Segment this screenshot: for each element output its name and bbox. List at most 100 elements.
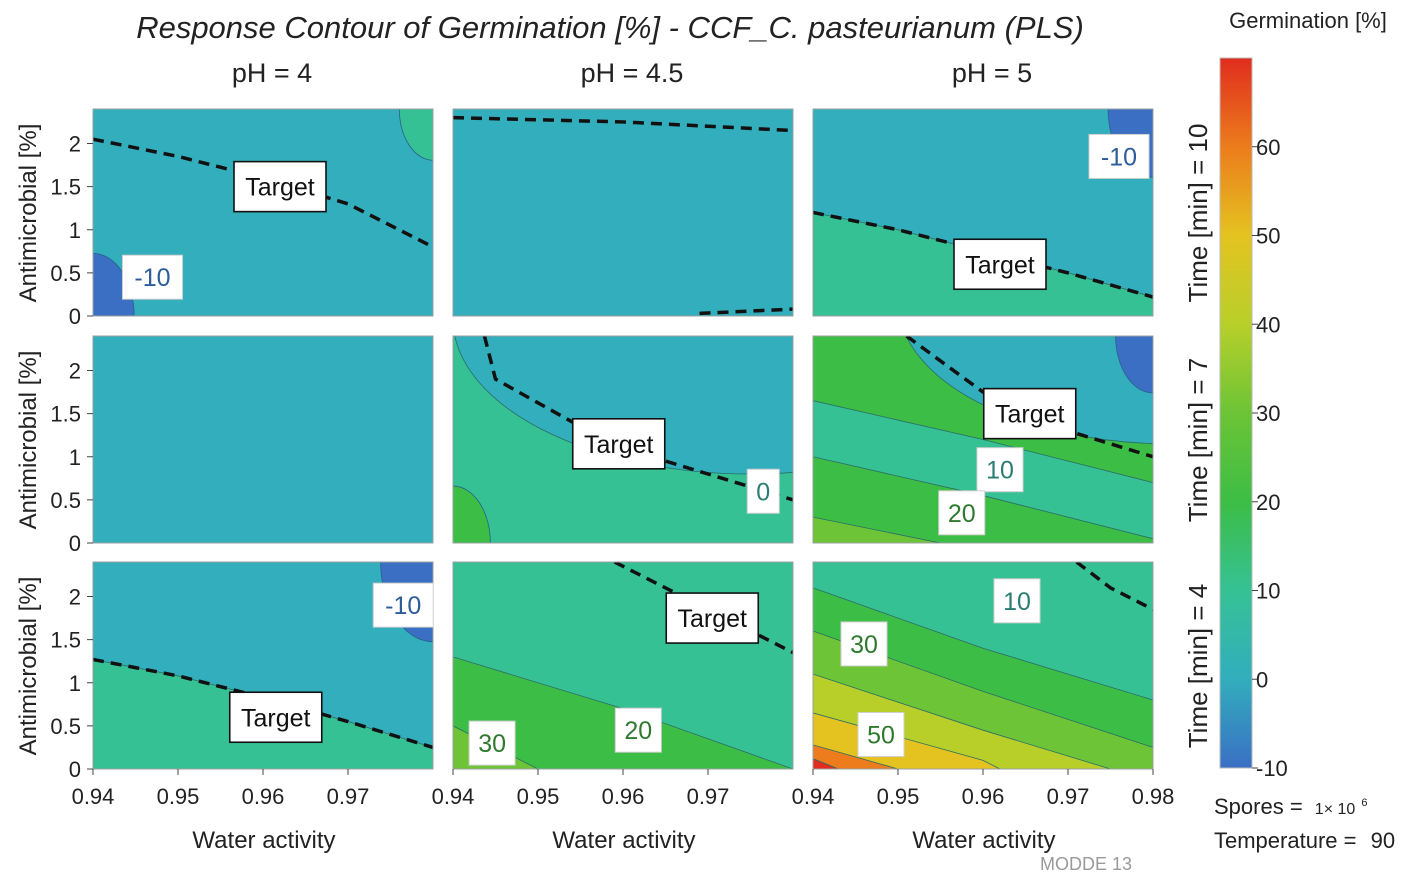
target-label: Target — [233, 160, 327, 213]
contour-band — [813, 516, 941, 543]
temperature-value: 90 — [1371, 828, 1395, 853]
y-tick-label: 0 — [69, 757, 81, 782]
y-tick-label: 0 — [69, 531, 81, 556]
y-tick-label: 1.5 — [50, 402, 81, 427]
panel-contour-fill — [93, 109, 433, 316]
label-text: 20 — [948, 500, 976, 528]
label-text: 10 — [1003, 588, 1031, 616]
label-box — [372, 582, 434, 628]
panel-contour-fill — [93, 336, 433, 543]
y-axis-label-row-1: Antimicrobial [%] — [15, 124, 42, 303]
label-box — [665, 592, 760, 644]
temperature-label: Temperature = — [1214, 828, 1356, 853]
panel-frame — [452, 335, 794, 544]
label-text: 10 — [986, 457, 1014, 485]
x-tick-label: 0.96 — [962, 784, 1005, 809]
target-label: Target — [571, 418, 666, 470]
target-contour-line — [482, 336, 793, 502]
y-tick-label: 0.5 — [50, 714, 81, 739]
panel-frame — [812, 335, 1154, 544]
x-tick-label: 0.98 — [1132, 784, 1175, 809]
spores-label: Spores = — [1214, 794, 1303, 819]
target-contour-line — [93, 137, 433, 249]
y-tick-label: 1 — [69, 218, 81, 243]
colorbar-tick-label: 0 — [1256, 667, 1268, 692]
label-text: 30 — [850, 631, 878, 659]
label-text: Target — [241, 704, 311, 732]
contour-level-label: 30 — [468, 720, 516, 766]
column-title-ph-4-5: pH = 4.5 — [581, 58, 684, 88]
contour-level-label: 0 — [746, 468, 780, 514]
y-tick-label: 2 — [69, 359, 81, 384]
contour-band — [813, 758, 839, 769]
target-label: Target — [665, 592, 760, 644]
fixed-factors: Spores = 1× 10 6 Temperature = 90 — [1214, 794, 1395, 853]
target-label: Target — [953, 238, 1047, 291]
x-tick-label: 0.95 — [157, 784, 200, 809]
spores-note: Spores = 1× 10 6 — [1214, 794, 1368, 819]
contour-panel — [452, 108, 794, 317]
y-tick-label: 1.5 — [50, 628, 81, 653]
x-tick-label: 0.97 — [327, 784, 370, 809]
label-text: Target — [678, 605, 748, 633]
label-box — [938, 490, 986, 536]
row-title-time-4: Time [min] = 4 — [1183, 584, 1213, 748]
label-text: -10 — [134, 264, 170, 292]
label-box — [1088, 133, 1150, 179]
y-tick-label: 2 — [69, 585, 81, 610]
x-tick-label: 0.94 — [432, 784, 475, 809]
colorbar-tick-label: 60 — [1256, 135, 1280, 160]
label-box — [982, 387, 1077, 440]
column-title-ph-4: pH = 4 — [232, 58, 312, 88]
label-box — [122, 254, 183, 300]
x-tick-label: 0.94 — [72, 784, 115, 809]
label-text: Target — [245, 174, 315, 202]
temperature-note: Temperature = 90 — [1214, 828, 1395, 853]
label-text: Target — [584, 431, 654, 459]
x-axis-label-col-2: Water activity — [552, 827, 695, 854]
colorbar-gradient — [1219, 57, 1253, 769]
target-label: Target — [228, 691, 323, 744]
x-tick-label: 0.96 — [242, 784, 285, 809]
colorbar-tick-label: -10 — [1256, 756, 1288, 781]
x-tick-label: 0.95 — [517, 784, 560, 809]
target-contour-line — [813, 210, 1153, 299]
row-titles: Time [min] = 10 Time [min] = 7 Time [min… — [1183, 124, 1213, 749]
label-text: -10 — [1101, 143, 1137, 171]
x-tick-label: 0.97 — [687, 784, 730, 809]
label-text: 50 — [867, 722, 895, 750]
spores-exponent: 6 — [1361, 797, 1367, 809]
label-box — [571, 418, 666, 470]
contour-region — [93, 336, 433, 543]
label-text: 0 — [756, 478, 770, 506]
contour-level-label: 20 — [938, 490, 986, 536]
contour-level-label: 10 — [976, 447, 1024, 493]
colorbar-tick-label: 40 — [1256, 312, 1280, 337]
y-axis-label-row-3: Antimicrobial [%] — [15, 577, 42, 756]
row-title-time-7: Time [min] = 7 — [1183, 358, 1213, 522]
contour-panel: -10 Target — [92, 561, 434, 770]
contour-level-label: 20 — [614, 707, 662, 753]
contour-region — [453, 109, 793, 316]
colorbar: Germination [%] -10 0 10 20 30 40 50 60 — [1219, 8, 1387, 781]
x-axis-label-col-3: Water activity — [912, 827, 1055, 854]
colorbar-ticks: -10 0 10 20 30 40 50 60 — [1252, 135, 1288, 781]
x-axis-labels: Water activity Water activity Water acti… — [192, 827, 1055, 854]
chart-title: Response Contour of Germination [%] - CC… — [136, 10, 1084, 45]
y-tick-label: 1 — [69, 671, 81, 696]
label-box — [857, 712, 905, 757]
contour-panels: Target-10-10TargetTarget0Target1020-10Ta… — [50, 108, 1175, 809]
x-axis-label-col-1: Water activity — [192, 827, 335, 854]
target-label: Target — [982, 387, 1077, 440]
label-text: Target — [965, 251, 1035, 279]
contour-panel: Target 0 — [452, 335, 794, 544]
contour-region — [93, 253, 135, 316]
label-box — [746, 468, 780, 514]
label-text: Target — [995, 401, 1065, 429]
label-text: -10 — [385, 592, 421, 620]
x-tick-label: 0.97 — [1047, 784, 1090, 809]
label-box — [953, 238, 1047, 291]
contour-level-label: -10 — [1088, 133, 1150, 179]
contour-panel: Target -10 — [92, 108, 434, 317]
x-tick-label: 0.96 — [602, 784, 645, 809]
